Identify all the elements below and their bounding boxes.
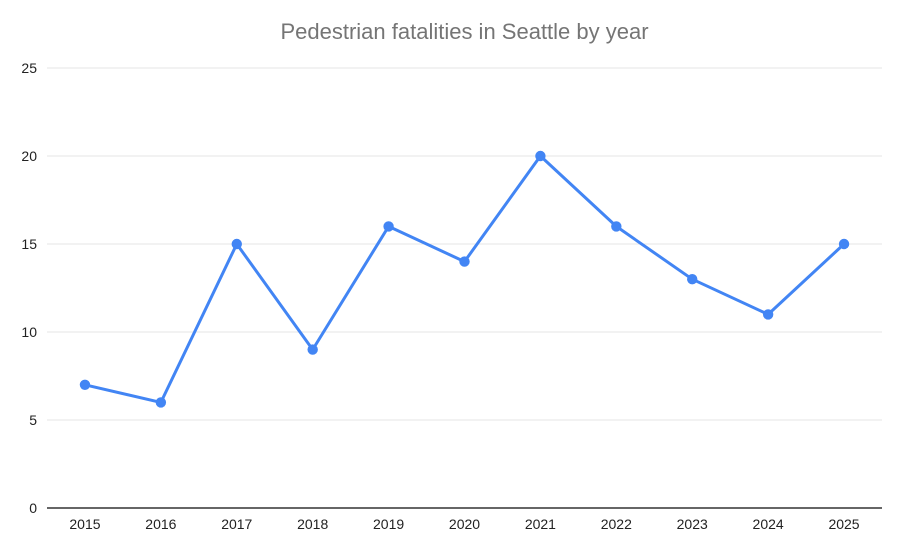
y-tick-label: 0	[29, 500, 37, 516]
x-tick-label: 2024	[753, 516, 784, 532]
x-tick-label: 2022	[601, 516, 632, 532]
x-tick-label: 2025	[828, 516, 859, 532]
x-tick-label: 2015	[69, 516, 100, 532]
data-point	[535, 150, 546, 162]
data-point	[687, 274, 698, 285]
data-point	[79, 379, 91, 390]
data-point	[762, 309, 774, 320]
data-point	[838, 238, 850, 250]
data-point	[231, 238, 242, 250]
y-tick-label: 20	[21, 148, 37, 164]
x-tick-label: 2017	[221, 516, 252, 532]
data-series-line	[83, 154, 846, 404]
y-tick-label: 15	[21, 236, 37, 252]
data-point	[383, 221, 394, 232]
x-tick-label: 2020	[449, 516, 480, 532]
data-point	[307, 344, 318, 355]
x-tick-label: 2019	[373, 516, 404, 532]
x-tick-label: 2021	[525, 516, 556, 532]
y-tick-label: 10	[21, 324, 37, 340]
y-tick-label: 25	[21, 60, 37, 76]
chart-title: Pedestrian fatalities in Seattle by year	[280, 19, 649, 44]
x-tick-label: 2016	[145, 516, 176, 532]
y-tick-label: 5	[29, 412, 37, 428]
x-tick-label: 2023	[677, 516, 708, 532]
data-point	[611, 221, 622, 232]
data-point	[155, 397, 167, 408]
data-point	[459, 256, 470, 267]
x-tick-label: 2018	[297, 516, 328, 532]
